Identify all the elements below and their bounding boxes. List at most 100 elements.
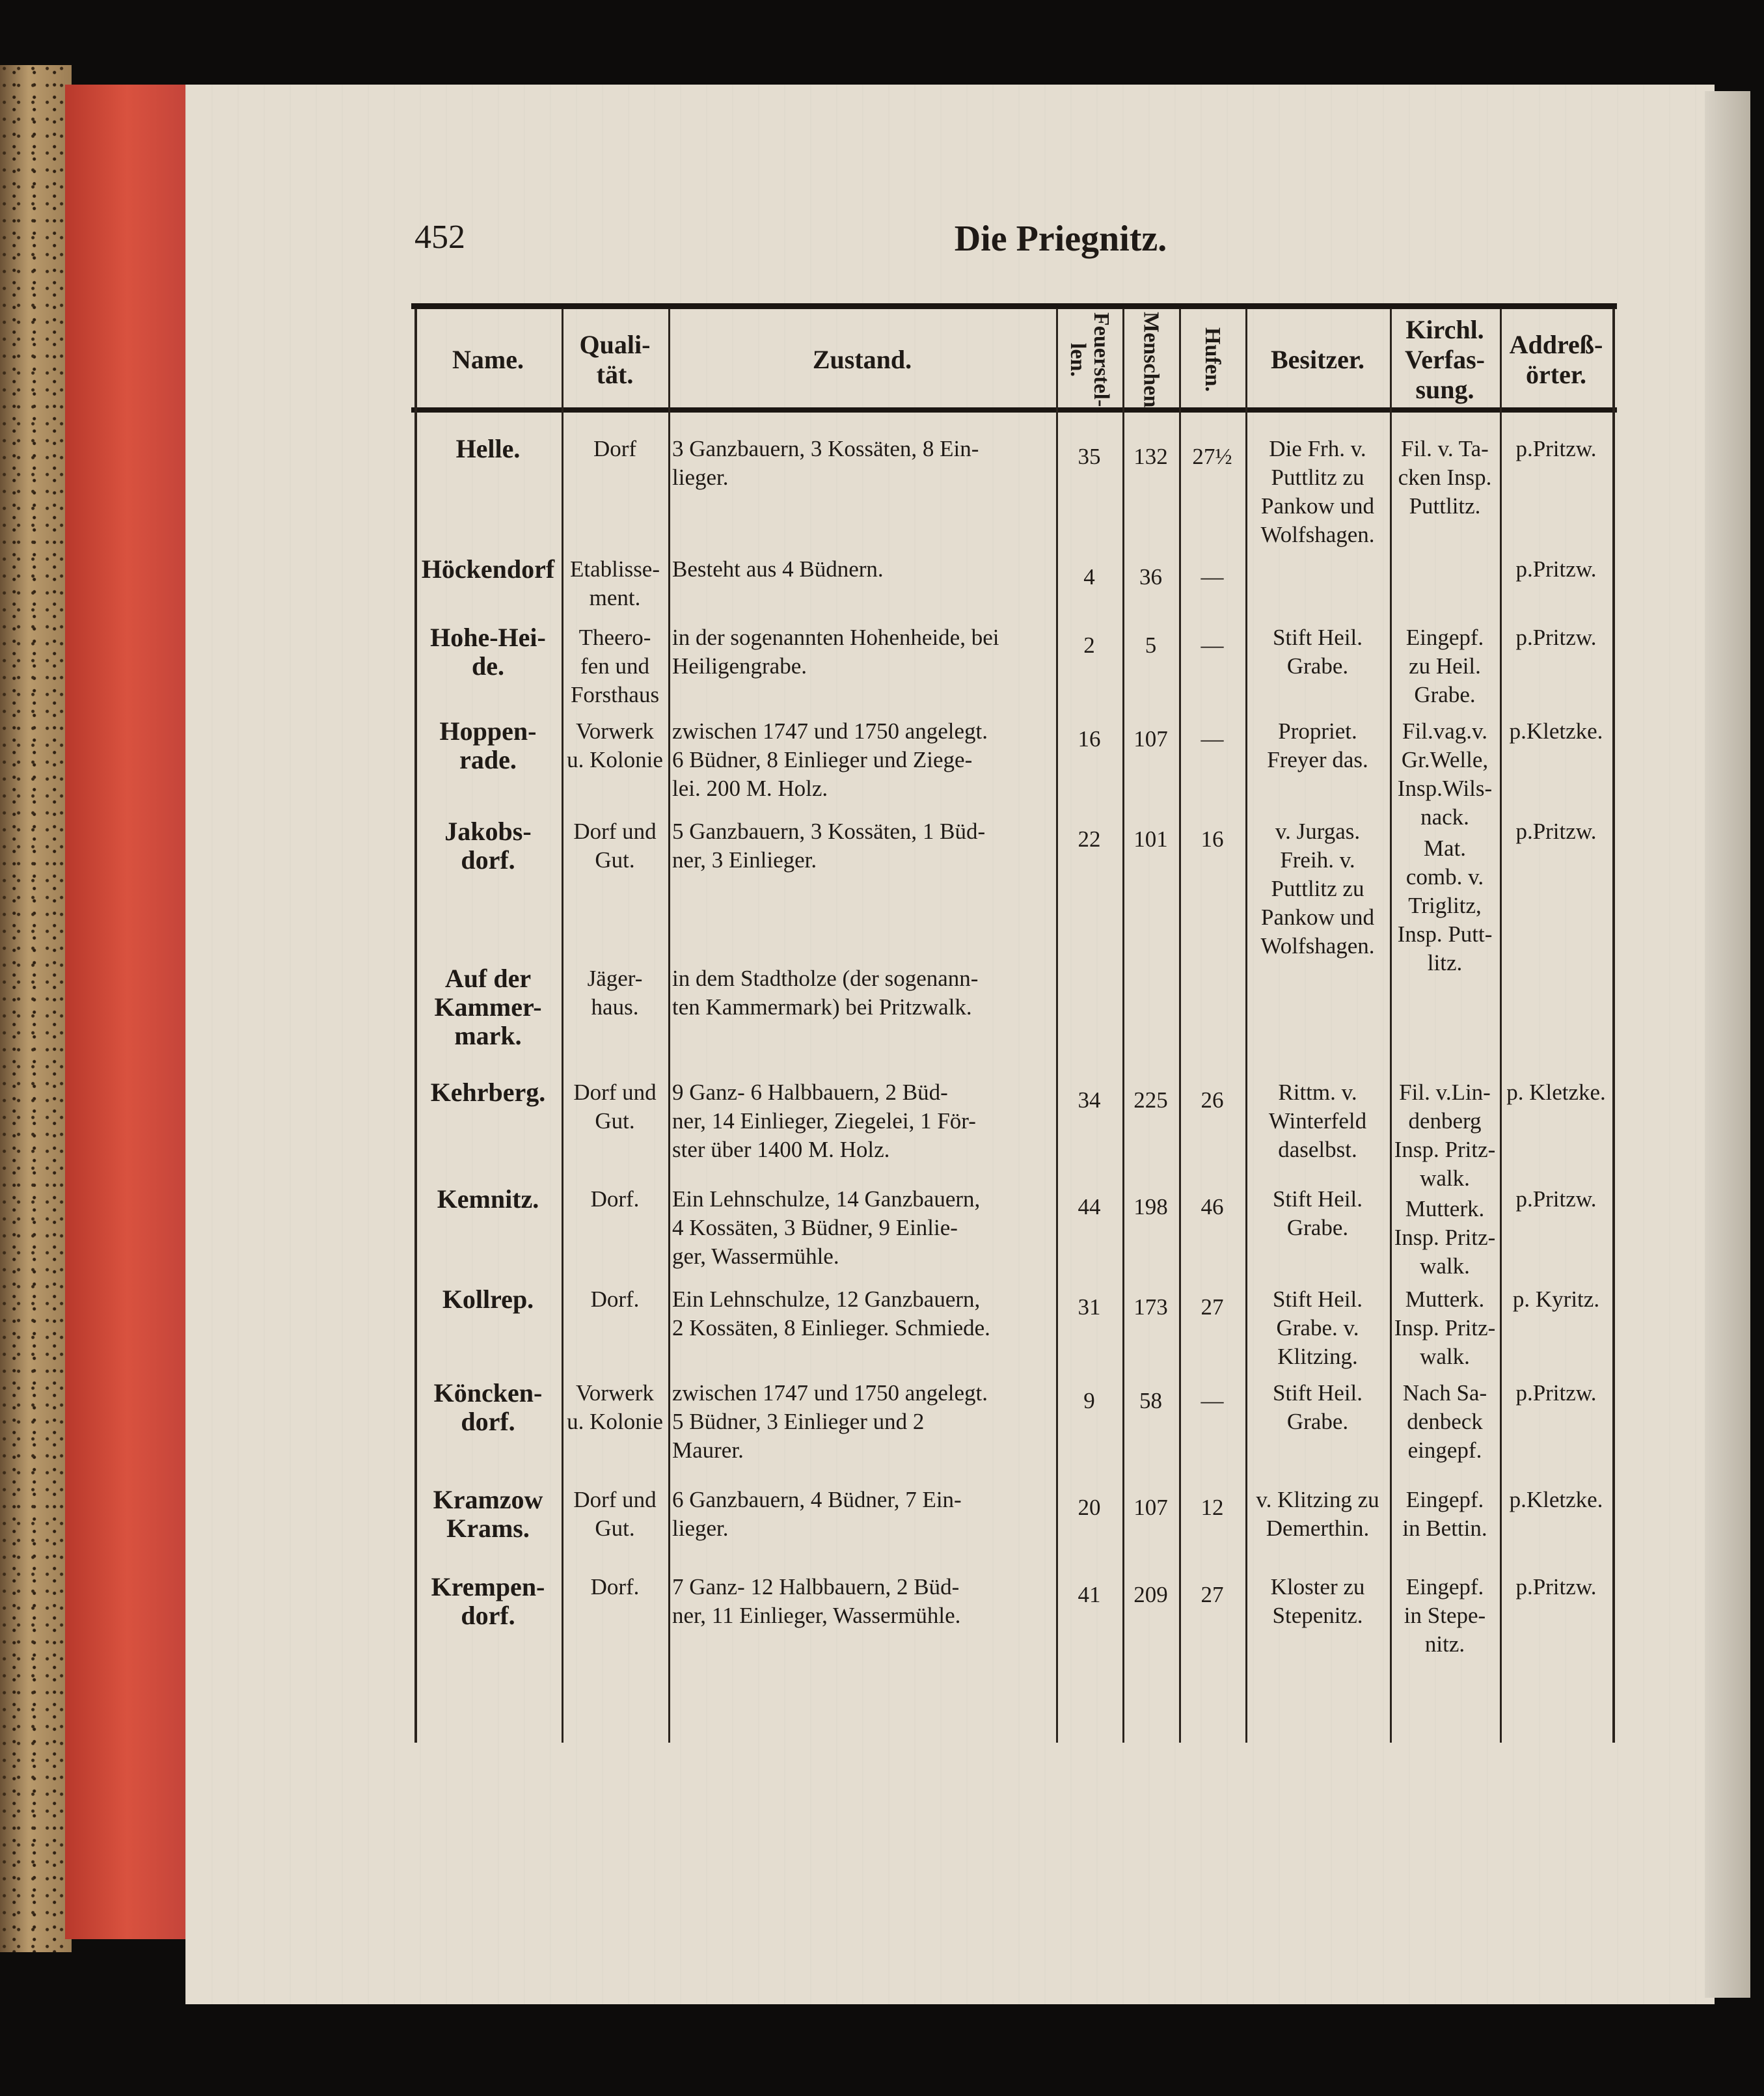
column-divider: [1500, 308, 1502, 1743]
cell-addressorte: p.Pritzw.: [1515, 556, 1597, 582]
red-page-edge: [65, 85, 189, 1939]
cell-qualitaet: Dorf und Gut.: [573, 1487, 657, 1541]
cell-zustand: in der sogenannten Hohenheide, bei Heili…: [672, 625, 999, 679]
cell-kirchl: Eingepf. zu Heil. Grabe.: [1405, 625, 1484, 707]
cell-addressorte: p.Kletzke.: [1509, 1487, 1603, 1512]
cell-menschen: 173: [1133, 1294, 1168, 1320]
cell-feuerstellen: 4: [1083, 564, 1095, 590]
cell-name: Auf der Kammer- mark.: [434, 964, 542, 1050]
cell-kirchl: Nach Sa- denbeck eingepf.: [1402, 1380, 1487, 1463]
cell-hufen: 12: [1201, 1495, 1224, 1520]
cell-kirchl: Mutterk. Insp. Pritz- walk.: [1394, 1286, 1496, 1369]
cell-feuerstellen: 16: [1078, 726, 1101, 752]
cell-hufen: —: [1201, 1388, 1224, 1413]
cell-qualitaet: Dorf.: [590, 1186, 640, 1212]
cell-hufen: —: [1201, 726, 1224, 752]
column-header-hufen: Hufen.: [1201, 327, 1225, 392]
cell-feuerstellen: 41: [1078, 1582, 1101, 1607]
column-divider: [1612, 308, 1615, 1743]
cell-name: Höckendorf: [421, 554, 555, 584]
cell-name: Hohe-Hei- de.: [430, 623, 546, 681]
cell-addressorte: p.Pritzw.: [1515, 819, 1597, 844]
cell-menschen: 36: [1139, 564, 1162, 590]
cell-besitzer: v. Klitzing zu Demerthin.: [1256, 1487, 1379, 1541]
cell-qualitaet: Vorwerk u. Kolonie: [567, 718, 663, 772]
cell-addressorte: p.Pritzw.: [1515, 1380, 1597, 1406]
cell-kirchl: Mat. comb. v. Triglitz, Insp. Putt- litz…: [1397, 836, 1493, 975]
table-top-rule: [411, 303, 1617, 309]
cell-name: Köncken- dorf.: [433, 1378, 543, 1436]
cell-feuerstellen: 34: [1078, 1087, 1101, 1113]
column-divider: [1056, 308, 1058, 1743]
column-header-besitzer: Besitzer.: [1270, 345, 1365, 374]
cell-menschen: 132: [1133, 444, 1168, 469]
cell-zustand: 3 Ganzbauern, 3 Kossäten, 8 Ein- lieger.: [672, 436, 979, 490]
column-divider: [1122, 308, 1124, 1743]
cell-zustand: Besteht aus 4 Büdnern.: [672, 556, 884, 582]
cell-hufen: 27: [1201, 1582, 1224, 1607]
cell-addressorte: p.Pritzw.: [1515, 625, 1597, 650]
cell-besitzer: Die Frh. v. Puttlitz zu Pankow und Wolfs…: [1260, 436, 1375, 547]
cell-menschen: 107: [1133, 726, 1168, 752]
cell-name: Krempen- dorf.: [431, 1572, 545, 1630]
cell-feuerstellen: 9: [1083, 1388, 1095, 1413]
cell-name: Hoppen- rade.: [439, 716, 537, 774]
column-header-addressorte: Addreß- örter.: [1509, 330, 1603, 389]
header-bottom-rule: [411, 407, 1617, 413]
cell-name: Helle.: [455, 434, 521, 463]
cell-besitzer: Stift Heil. Grabe. v. Klitzing.: [1272, 1286, 1363, 1369]
cell-qualitaet: Dorf.: [590, 1286, 640, 1312]
column-divider: [1245, 308, 1247, 1743]
cell-zustand: 9 Ganz- 6 Halbbauern, 2 Büd- ner, 14 Ein…: [672, 1080, 976, 1162]
cell-menschen: 198: [1133, 1194, 1168, 1219]
cell-kirchl: Fil.vag.v. Gr.Welle, Insp.Wils- nack.: [1397, 718, 1493, 830]
cell-qualitaet: Jäger- haus.: [587, 966, 643, 1020]
page-number: 452: [414, 219, 465, 256]
cell-besitzer: Stift Heil. Grabe.: [1272, 1186, 1363, 1240]
running-title: Die Priegnitz.: [954, 219, 1167, 259]
column-header-zustand: Zustand.: [812, 345, 912, 374]
column-divider: [1390, 308, 1392, 1743]
cell-kirchl: Eingepf. in Bettin.: [1402, 1487, 1487, 1541]
cell-kirchl: Eingepf. in Stepe- nitz.: [1404, 1574, 1486, 1657]
cell-besitzer: Stift Heil. Grabe.: [1272, 1380, 1363, 1434]
cell-name: Kehrberg.: [430, 1078, 546, 1107]
cell-feuerstellen: 44: [1078, 1194, 1101, 1219]
page-stack-edge: [1705, 91, 1750, 1998]
cell-addressorte: p.Pritzw.: [1515, 1574, 1597, 1599]
cell-hufen: 46: [1201, 1194, 1224, 1219]
cell-hufen: 27½: [1192, 444, 1232, 469]
cell-feuerstellen: 20: [1078, 1495, 1101, 1520]
cell-menschen: 101: [1133, 826, 1168, 852]
cell-qualitaet: Etablisse- ment.: [569, 556, 660, 610]
cell-name: Kramzow Krams.: [433, 1485, 543, 1543]
cell-zustand: Ein Lehnschulze, 14 Ganzbauern, 4 Kossät…: [672, 1186, 981, 1269]
cell-feuerstellen: 35: [1078, 444, 1101, 469]
cell-addressorte: p. Kletzke.: [1506, 1080, 1606, 1105]
cell-zustand: in dem Stadtholze (der sogenann- ten Kam…: [672, 966, 979, 1020]
cell-menschen: 5: [1145, 633, 1157, 658]
cell-name: Kollrep.: [442, 1285, 534, 1314]
cell-qualitaet: Dorf: [593, 436, 637, 461]
cell-qualitaet: Dorf.: [590, 1574, 640, 1599]
cell-menschen: 58: [1139, 1388, 1162, 1413]
cell-qualitaet: Vorwerk u. Kolonie: [567, 1380, 663, 1434]
cell-zustand: 6 Ganzbauern, 4 Büdner, 7 Ein- lieger.: [672, 1487, 962, 1541]
cell-addressorte: p. Kyritz.: [1512, 1286, 1600, 1312]
cell-feuerstellen: 31: [1078, 1294, 1101, 1320]
cell-zustand: 7 Ganz- 12 Halbbauern, 2 Büd- ner, 11 Ei…: [672, 1574, 961, 1628]
cell-besitzer: Stift Heil. Grabe.: [1272, 625, 1363, 679]
column-divider: [1179, 308, 1181, 1743]
column-header-name: Name.: [452, 345, 524, 374]
cell-addressorte: p.Pritzw.: [1515, 436, 1597, 461]
cell-qualitaet: Dorf und Gut.: [573, 819, 657, 873]
cell-kirchl: Mutterk. Insp. Pritz- walk.: [1394, 1196, 1496, 1279]
column-header-kirchl: Kirchl. Verfas- sung.: [1405, 315, 1485, 404]
cell-menschen: 107: [1133, 1495, 1168, 1520]
column-divider: [562, 308, 563, 1743]
cell-besitzer: Rittm. v. Winterfeld daselbst.: [1268, 1080, 1367, 1162]
cell-menschen: 225: [1133, 1087, 1168, 1113]
cell-zustand: 5 Ganzbauern, 3 Kossäten, 1 Büd- ner, 3 …: [672, 819, 986, 873]
cell-kirchl: Fil. v.Lin- denberg Insp. Pritz- walk.: [1394, 1080, 1496, 1191]
cell-kirchl: Fil. v. Ta- cken Insp. Puttlitz.: [1398, 436, 1492, 519]
